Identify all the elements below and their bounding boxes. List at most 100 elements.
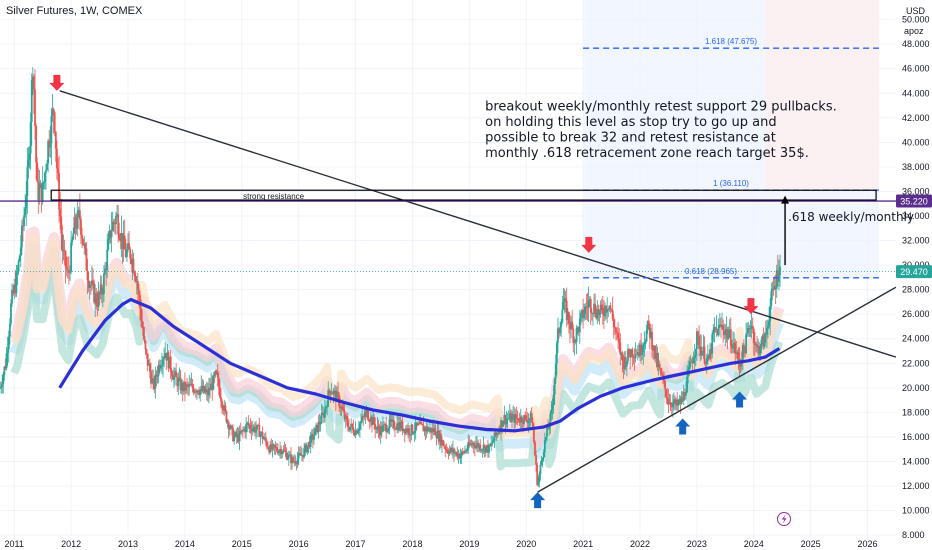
candle-body xyxy=(685,392,687,396)
candle-body xyxy=(641,352,644,355)
candle-body xyxy=(450,447,453,453)
y-tick-label: 28.000 xyxy=(902,285,930,295)
candle-body xyxy=(725,329,728,332)
candle-body xyxy=(60,216,63,234)
candle-body xyxy=(165,353,168,361)
candle-body xyxy=(688,366,691,370)
resistance-zone[interactable]: strong resistance xyxy=(0,189,896,202)
candle-body xyxy=(464,450,466,453)
time-axis[interactable]: 2011 2012 2013 2014 2015 2016 2017 2018 2019 2020… xyxy=(0,539,932,550)
candle-body xyxy=(541,457,544,461)
candle-body xyxy=(743,344,745,349)
candle-body xyxy=(495,433,498,436)
candle-body xyxy=(292,457,295,462)
candle-body xyxy=(37,181,40,201)
candle-body xyxy=(562,302,565,310)
candle-body xyxy=(372,417,374,425)
candle-body xyxy=(427,429,430,432)
candle-body xyxy=(762,335,765,347)
candle-body xyxy=(515,414,518,419)
candle-body xyxy=(467,442,470,450)
x-tick-label: 2011 xyxy=(5,539,24,549)
candle-body xyxy=(487,445,489,453)
candle-body xyxy=(4,366,7,369)
candle-body xyxy=(538,473,541,482)
candle-body xyxy=(35,125,38,163)
ribbon-band xyxy=(10,232,784,441)
candle-body xyxy=(439,433,442,446)
candle-body xyxy=(727,335,730,339)
candle-body xyxy=(724,331,727,336)
candle-body xyxy=(220,397,222,402)
candle-body xyxy=(346,420,349,427)
candle-body xyxy=(576,327,579,329)
candle-body xyxy=(362,416,365,418)
candle-body xyxy=(703,346,706,363)
candle-body xyxy=(749,328,752,330)
candle-body xyxy=(176,376,179,387)
candle-body xyxy=(563,298,566,303)
candle-body xyxy=(293,461,296,463)
candle-body xyxy=(308,441,311,448)
candle-body xyxy=(407,428,409,433)
candle-body xyxy=(628,349,630,356)
candle-body xyxy=(1,384,4,387)
candle-body xyxy=(337,391,339,395)
candle-body xyxy=(192,388,195,393)
candle-body xyxy=(531,422,534,429)
trendlines[interactable] xyxy=(59,90,897,493)
candle-body xyxy=(634,354,637,359)
candle-body xyxy=(584,306,587,314)
candle-body xyxy=(14,284,17,294)
candle-body xyxy=(321,412,324,414)
candle-body xyxy=(597,309,600,316)
x-tick-label: 2018 xyxy=(402,539,422,549)
candle-body xyxy=(371,416,373,425)
candle-body xyxy=(185,384,187,391)
candle-body xyxy=(226,421,229,423)
candle-body xyxy=(772,288,775,290)
scale-mode-label[interactable]: apoz xyxy=(904,26,924,36)
candle-body xyxy=(577,327,580,333)
candle-body xyxy=(581,309,583,314)
candle-body xyxy=(180,383,183,391)
candle-body xyxy=(618,338,621,343)
candle-body xyxy=(247,422,250,426)
candle-body xyxy=(611,310,614,319)
bolt-icon[interactable] xyxy=(777,512,791,526)
candle-body xyxy=(469,443,472,446)
candle-body xyxy=(173,375,175,380)
candle-body xyxy=(711,334,714,354)
candle-body xyxy=(390,419,393,422)
candle-body xyxy=(33,76,35,90)
candle-body xyxy=(80,219,82,235)
candle-body xyxy=(368,420,371,422)
candle-body xyxy=(121,232,124,249)
candle-body xyxy=(514,414,517,424)
candle-body xyxy=(249,424,252,429)
candle-body xyxy=(686,376,688,393)
candle-body xyxy=(651,331,653,350)
candle-body xyxy=(250,428,253,432)
candle-body xyxy=(586,307,589,308)
candle-body xyxy=(282,449,285,453)
candle-body xyxy=(202,386,205,392)
candle-body xyxy=(479,444,482,451)
candle-body xyxy=(648,323,651,338)
candle-body xyxy=(489,444,492,446)
candle-body xyxy=(480,449,483,451)
candle-body xyxy=(598,310,601,316)
y-tick-label: 20.000 xyxy=(902,383,930,393)
candle-body xyxy=(54,131,57,149)
candle-body xyxy=(675,399,678,405)
candle-body xyxy=(260,432,263,434)
candle-body xyxy=(57,168,59,174)
candle-body xyxy=(600,304,603,309)
candle-body xyxy=(737,352,740,359)
candle-body xyxy=(748,327,751,329)
candle-body xyxy=(330,393,333,395)
candle-body xyxy=(433,428,436,432)
candle-body xyxy=(710,349,713,354)
candle-body xyxy=(391,419,394,421)
